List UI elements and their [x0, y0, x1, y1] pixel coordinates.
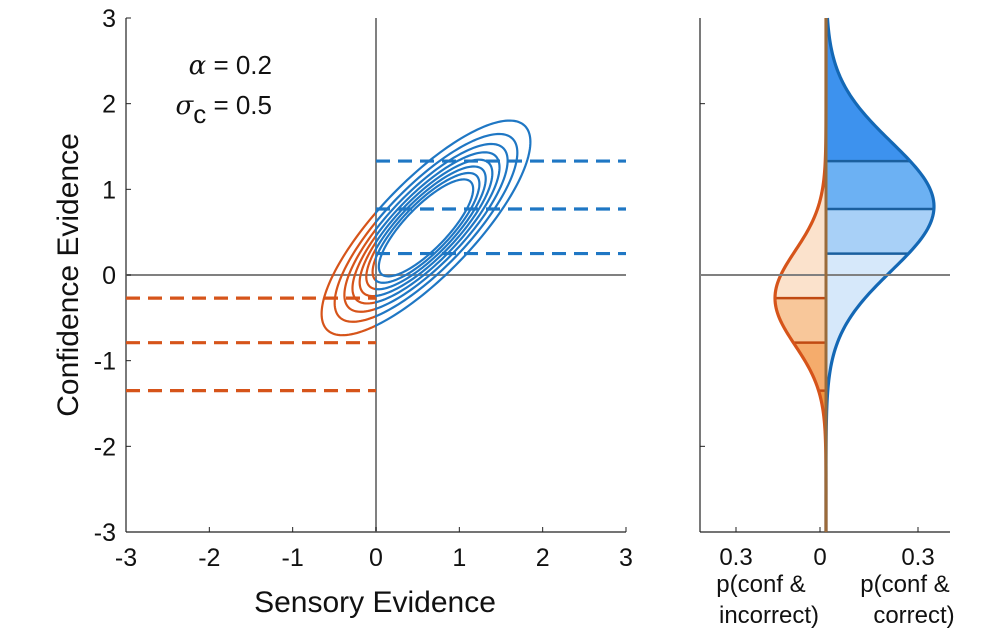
x-tick-label: 1	[452, 544, 466, 572]
sigma-symbol: σ	[175, 91, 194, 121]
correct-contour-line	[375, 151, 501, 304]
incorrect-contours	[320, 211, 375, 337]
x-tick-label: -2	[198, 544, 220, 572]
svg-text:α = 0.2: α = 0.2	[189, 50, 272, 81]
sigma-subscript: c	[193, 99, 206, 129]
correct-contours	[375, 119, 532, 328]
x-tick-label: 3	[619, 544, 633, 572]
x-tick-label: 0	[369, 544, 383, 572]
alpha-value: = 0.2	[206, 50, 272, 80]
y-tick-label: 2	[102, 91, 116, 119]
y-tick-label: -1	[94, 348, 116, 376]
right-x-label-line1: p(conf &	[860, 571, 949, 598]
y-tick-label: 0	[102, 262, 116, 290]
correct-contour-line	[375, 165, 487, 291]
x-axis-title: Sensory Evidence	[254, 586, 496, 619]
incorrect-contour-line	[351, 235, 375, 305]
correct-contour-line	[377, 178, 475, 278]
incorrect-contour-line	[333, 221, 375, 323]
alpha-annotation: α = 0.2	[189, 50, 272, 81]
correct-contour-line	[375, 158, 494, 298]
y-tick-label: -2	[94, 433, 116, 461]
incorrect-contour-line	[320, 211, 375, 337]
marginal-density-panel: 0.3 0 0.3 p(conf & incorrect) p(conf & cor…	[699, 17, 955, 629]
sigma-annotation: σc = 0.5	[175, 90, 272, 129]
left-x-label-line1: p(conf &	[716, 571, 805, 598]
svg-text:σc = 0.5: σc = 0.5	[175, 90, 272, 129]
correct-contour-line	[375, 142, 509, 311]
x-tick-label: 2	[536, 544, 550, 572]
main-tick-labels: -3 -2 -1 0 1 2 3 -3 -2 -1 0 1 2 3	[94, 5, 633, 572]
correct-density-band	[826, 161, 934, 210]
y-tick-label: 3	[102, 5, 116, 33]
marginal-x-tick-label: 0.3	[719, 544, 752, 571]
marginal-x-tick-label: 0.3	[901, 544, 934, 571]
incorrect-density-band	[775, 298, 826, 343]
x-tick-label: -3	[115, 544, 137, 572]
incorrect-density-band	[775, 18, 826, 299]
left-x-label-line2: incorrect)	[719, 602, 819, 629]
correct-density-band	[826, 18, 911, 162]
y-axis-title: Confidence Evidence	[52, 133, 85, 417]
right-x-label-line2: correct)	[873, 602, 954, 629]
incorrect-contour-line	[371, 257, 375, 282]
threshold-lines	[126, 159, 626, 393]
incorrect-contour-line	[343, 228, 375, 313]
main-axes	[125, 18, 626, 533]
incorrect-contour-line	[358, 241, 375, 298]
marginal-x-tick-label: 0	[813, 544, 826, 571]
correct-contour-line	[375, 171, 481, 284]
alpha-symbol: α	[189, 51, 207, 81]
marginal-tick-labels: 0.3 0 0.3	[719, 527, 935, 571]
x-tick-label: -1	[282, 544, 304, 572]
incorrect-contour-line	[365, 248, 375, 291]
main-contour-panel: -3 -2 -1 0 1 2 3 -3 -2 -1 0 1 2 3 Sensory Evidence Co…	[52, 5, 633, 619]
sigma-value: = 0.5	[206, 90, 272, 120]
y-tick-label: -3	[94, 519, 116, 547]
correct-density-band	[826, 209, 934, 254]
marginal-axes	[699, 18, 950, 533]
y-tick-label: 1	[102, 176, 116, 204]
correct-contour-line	[375, 119, 532, 328]
